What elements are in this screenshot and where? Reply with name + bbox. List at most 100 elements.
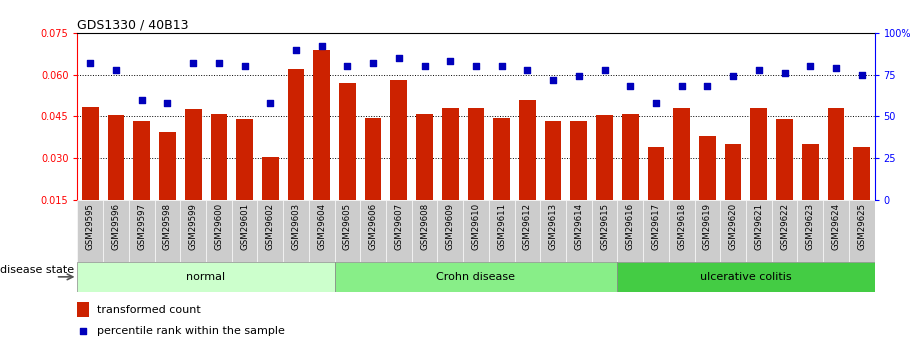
Bar <box>694 200 721 262</box>
Point <box>83 60 97 66</box>
Text: GSM29597: GSM29597 <box>138 203 147 250</box>
Point <box>237 63 251 69</box>
Point <box>752 67 766 72</box>
Bar <box>772 200 797 262</box>
Text: GSM29617: GSM29617 <box>651 203 660 250</box>
Bar <box>364 118 382 242</box>
Bar <box>437 200 463 262</box>
Text: GSM29613: GSM29613 <box>548 203 558 250</box>
Text: GSM29625: GSM29625 <box>857 203 866 250</box>
Text: GSM29607: GSM29607 <box>394 203 404 250</box>
Point <box>366 60 381 66</box>
Point <box>186 60 200 66</box>
Point <box>160 100 175 106</box>
Bar <box>309 200 334 262</box>
Text: GSM29610: GSM29610 <box>472 203 480 250</box>
Bar <box>442 108 458 242</box>
Bar <box>103 200 128 262</box>
Point <box>803 63 817 69</box>
Text: GDS1330 / 40B13: GDS1330 / 40B13 <box>77 19 189 32</box>
Point <box>726 73 741 79</box>
Text: GSM29606: GSM29606 <box>369 203 378 250</box>
Bar <box>622 114 639 242</box>
Bar <box>592 200 618 262</box>
Bar <box>288 69 304 242</box>
Bar <box>159 132 176 242</box>
Bar <box>107 115 125 242</box>
Point <box>76 329 90 334</box>
Bar <box>669 200 694 262</box>
Text: GSM29614: GSM29614 <box>574 203 583 250</box>
Bar <box>82 107 98 242</box>
Text: GSM29604: GSM29604 <box>317 203 326 250</box>
Bar <box>824 200 849 262</box>
Bar <box>849 200 875 262</box>
Bar <box>776 119 793 242</box>
Point <box>289 47 303 52</box>
Point <box>340 63 354 69</box>
Text: GSM29602: GSM29602 <box>266 203 275 250</box>
Point <box>674 83 689 89</box>
Text: GSM29611: GSM29611 <box>497 203 507 250</box>
Text: GSM29595: GSM29595 <box>86 203 95 250</box>
Text: transformed count: transformed count <box>97 305 201 315</box>
Text: disease state: disease state <box>0 265 74 275</box>
Bar <box>133 121 150 242</box>
Bar <box>540 200 566 262</box>
Bar <box>643 200 669 262</box>
Text: GSM29596: GSM29596 <box>111 203 120 250</box>
Text: percentile rank within the sample: percentile rank within the sample <box>97 326 285 336</box>
Point <box>443 58 457 64</box>
Bar <box>699 136 716 242</box>
Bar <box>797 200 824 262</box>
Bar <box>489 200 515 262</box>
Bar <box>596 115 613 242</box>
Point <box>263 100 278 106</box>
Bar <box>391 80 407 242</box>
Bar <box>467 108 485 242</box>
Text: GSM29601: GSM29601 <box>241 203 249 250</box>
Bar <box>463 200 489 262</box>
Text: GSM29608: GSM29608 <box>420 203 429 250</box>
Bar <box>618 262 875 292</box>
Bar <box>236 119 253 242</box>
Text: GSM29599: GSM29599 <box>189 203 198 250</box>
Bar <box>802 144 819 242</box>
Bar <box>339 83 356 242</box>
Text: Crohn disease: Crohn disease <box>436 272 516 282</box>
Text: GSM29612: GSM29612 <box>523 203 532 250</box>
Point <box>701 83 715 89</box>
Bar <box>566 200 592 262</box>
Bar <box>77 262 334 292</box>
Bar <box>180 200 206 262</box>
Text: GSM29598: GSM29598 <box>163 203 172 250</box>
Bar <box>360 200 386 262</box>
Point <box>598 67 612 72</box>
Text: GSM29624: GSM29624 <box>832 203 841 250</box>
Point <box>417 63 432 69</box>
Point <box>855 72 869 77</box>
Text: GSM29623: GSM29623 <box>805 203 814 250</box>
Text: GSM29622: GSM29622 <box>780 203 789 250</box>
Bar <box>206 200 231 262</box>
Bar <box>648 147 664 242</box>
Text: GSM29619: GSM29619 <box>703 203 711 250</box>
Bar <box>721 200 746 262</box>
Bar <box>519 100 536 242</box>
Point <box>829 65 844 71</box>
Point <box>546 77 560 82</box>
Point <box>392 55 406 61</box>
Point <box>314 43 329 49</box>
Text: GSM29600: GSM29600 <box>214 203 223 250</box>
Bar <box>570 121 588 242</box>
Bar <box>210 114 227 242</box>
Bar <box>77 200 103 262</box>
Bar <box>416 114 433 242</box>
Text: GSM29603: GSM29603 <box>292 203 301 250</box>
Point <box>469 63 484 69</box>
Bar <box>77 302 89 317</box>
Bar <box>386 200 412 262</box>
Point <box>211 60 226 66</box>
Bar <box>412 200 437 262</box>
Text: GSM29609: GSM29609 <box>445 203 455 250</box>
